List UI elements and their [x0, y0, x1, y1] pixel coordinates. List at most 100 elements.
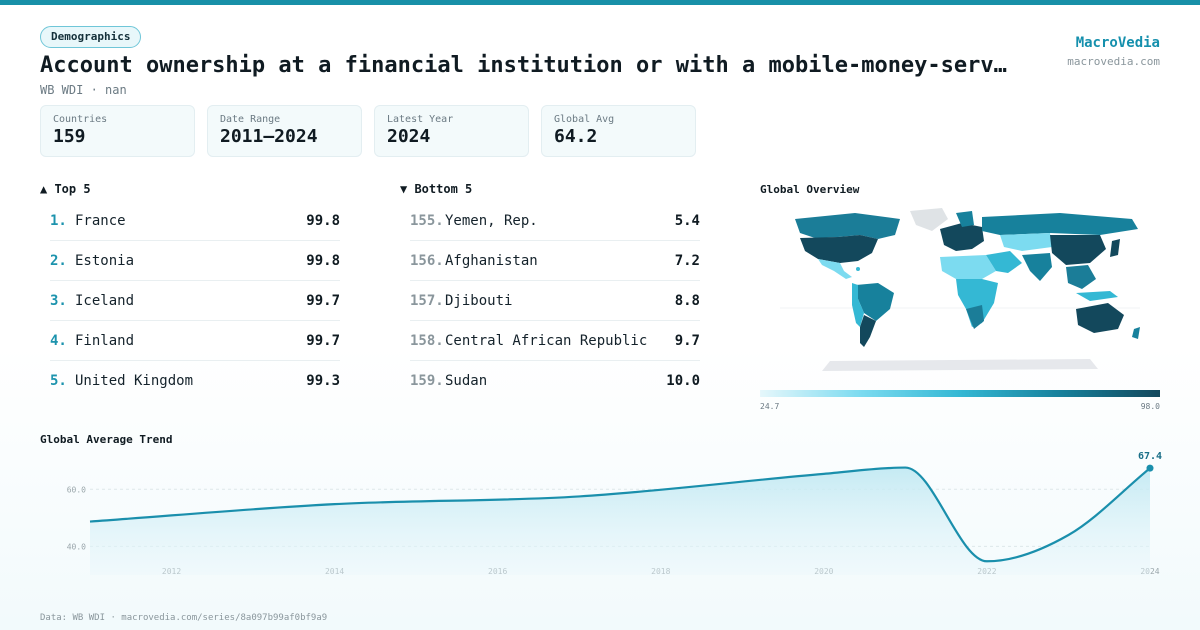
rank-number: 156. [410, 252, 444, 269]
page-title: Account ownership at a financial institu… [40, 53, 1007, 78]
map-region-antarctica [822, 359, 1098, 371]
stat-label: Latest Year [387, 114, 454, 125]
map-region-se-asia [1066, 265, 1096, 289]
map-region-brazil [856, 283, 894, 321]
map-region-south-asia [1022, 253, 1052, 281]
map-region-australia [1076, 303, 1124, 333]
rank-number: 158. [410, 332, 444, 349]
country-value: 99.8 [306, 252, 340, 269]
stat-label: Date Range [220, 114, 281, 125]
rank-number: 3. [50, 292, 67, 309]
list-item[interactable]: 1. France 99.8 [50, 201, 340, 241]
rank-number: 155. [410, 212, 444, 229]
y-tick-label: 40.0 [67, 542, 86, 551]
map-title: Global Overview [760, 183, 860, 196]
map-region-japan [1110, 239, 1120, 257]
stat-value: 2024 [387, 126, 431, 147]
trend-line [89, 466, 1151, 563]
stat-value: 159 [53, 126, 86, 147]
map-region-central-asia [1000, 233, 1052, 251]
country-name: Finland [75, 332, 135, 349]
top-accent-bar [0, 0, 1200, 5]
trend-title: Global Average Trend [40, 433, 173, 446]
trend-area [90, 467, 1150, 575]
rank-number: 4. [50, 332, 67, 349]
x-tick-label: 2024 [1140, 567, 1159, 576]
country-name: United Kingdom [75, 373, 194, 389]
rank-number: 1. [50, 212, 67, 229]
list-item[interactable]: 157. Djibouti 8.8 [410, 281, 700, 321]
stat-card-countries: Countries 159 [40, 105, 195, 157]
country-value: 99.3 [306, 373, 340, 389]
map-legend-gradient [760, 390, 1160, 397]
rank-number: 159. [410, 373, 444, 389]
top5-list: 1. France 99.8 2. Estonia 99.8 3. Icelan… [50, 201, 340, 401]
stat-value: 2011–2024 [220, 126, 318, 147]
rank-number: 157. [410, 292, 444, 309]
stat-card-global-avg: Global Avg 64.2 [541, 105, 696, 157]
footer-source: Data: WB WDI · macrovedia.com/series/8a0… [40, 613, 328, 623]
map-region-caribbean [856, 267, 860, 271]
map-region-middle-east [986, 251, 1022, 273]
map-region-china [1050, 235, 1106, 265]
map-region-greenland [910, 208, 948, 231]
list-item[interactable]: 158. Central African Republic 9.7 [410, 321, 700, 361]
list-item[interactable]: 155. Yemen, Rep. 5.4 [410, 201, 700, 241]
stat-label: Global Avg [554, 114, 615, 125]
map-region-new-zealand [1132, 327, 1140, 339]
brand-url[interactable]: macrovedia.com [1067, 55, 1160, 68]
country-value: 7.2 [674, 252, 700, 269]
category-badge: Demographics [40, 26, 142, 48]
legend-min-label: 24.7 [760, 402, 780, 411]
map-region-southern-africa [966, 305, 984, 329]
country-value: 10.0 [666, 373, 700, 389]
country-name: Djibouti [445, 292, 513, 309]
map-region-argentina [860, 315, 876, 347]
country-value: 5.4 [674, 212, 700, 229]
country-name: Afghanistan [445, 252, 538, 269]
map-region-europe [940, 223, 984, 251]
trend-chart: 40.060.02012201420162018202020222024 67.… [67, 451, 1162, 576]
rank-number: 2. [50, 252, 67, 269]
stat-card-date-range: Date Range 2011–2024 [207, 105, 362, 157]
list-item[interactable]: 5. United Kingdom 99.3 [50, 361, 340, 401]
last-value-label: 67.4 [1138, 451, 1162, 462]
country-name: Yemen, Rep. [445, 212, 538, 229]
legend-max-label: 98.0 [1140, 402, 1160, 411]
list-item[interactable]: 156. Afghanistan 7.2 [410, 241, 700, 281]
page-subtitle: WB WDI · nan [40, 83, 127, 97]
rank-number: 5. [50, 373, 67, 389]
bottom5-list: 155. Yemen, Rep. 5.4 156. Afghanistan 7.… [410, 201, 700, 401]
brand-name[interactable]: MacroVedia [1075, 35, 1160, 51]
list-item[interactable]: 4. Finland 99.7 [50, 321, 340, 361]
last-value-point[interactable] [1146, 464, 1154, 472]
list-item[interactable]: 3. Iceland 99.7 [50, 281, 340, 321]
brand-block: MacroVedia macrovedia.com [1067, 35, 1160, 68]
country-name: Estonia [75, 252, 135, 269]
stat-label: Countries [53, 114, 108, 125]
map-region-andes [852, 283, 864, 327]
map-region-usa [800, 235, 878, 263]
country-name: Iceland [75, 292, 135, 309]
country-value: 9.7 [674, 332, 700, 349]
map-region-mexico [818, 259, 852, 279]
bottom5-heading: ▼ Bottom 5 [400, 182, 473, 196]
country-value: 99.7 [306, 292, 340, 309]
map-region-africa [956, 279, 998, 327]
map-region-north-africa [940, 255, 996, 279]
world-map [780, 208, 1140, 371]
top5-heading: ▲ Top 5 [40, 182, 91, 196]
list-item[interactable]: 159. Sudan 10.0 [410, 361, 700, 401]
country-name: France [75, 212, 126, 229]
list-item[interactable]: 2. Estonia 99.8 [50, 241, 340, 281]
map-region-scandinavia [956, 211, 974, 227]
map-region-canada [795, 213, 900, 239]
country-value: 8.8 [674, 292, 700, 309]
country-value: 99.8 [306, 212, 340, 229]
stat-card-latest-year: Latest Year 2024 [374, 105, 529, 157]
country-name: Sudan [445, 373, 488, 389]
y-tick-label: 60.0 [67, 485, 86, 494]
country-value: 99.7 [306, 332, 340, 349]
map-region-indonesia [1076, 291, 1118, 301]
stat-value: 64.2 [554, 126, 598, 147]
